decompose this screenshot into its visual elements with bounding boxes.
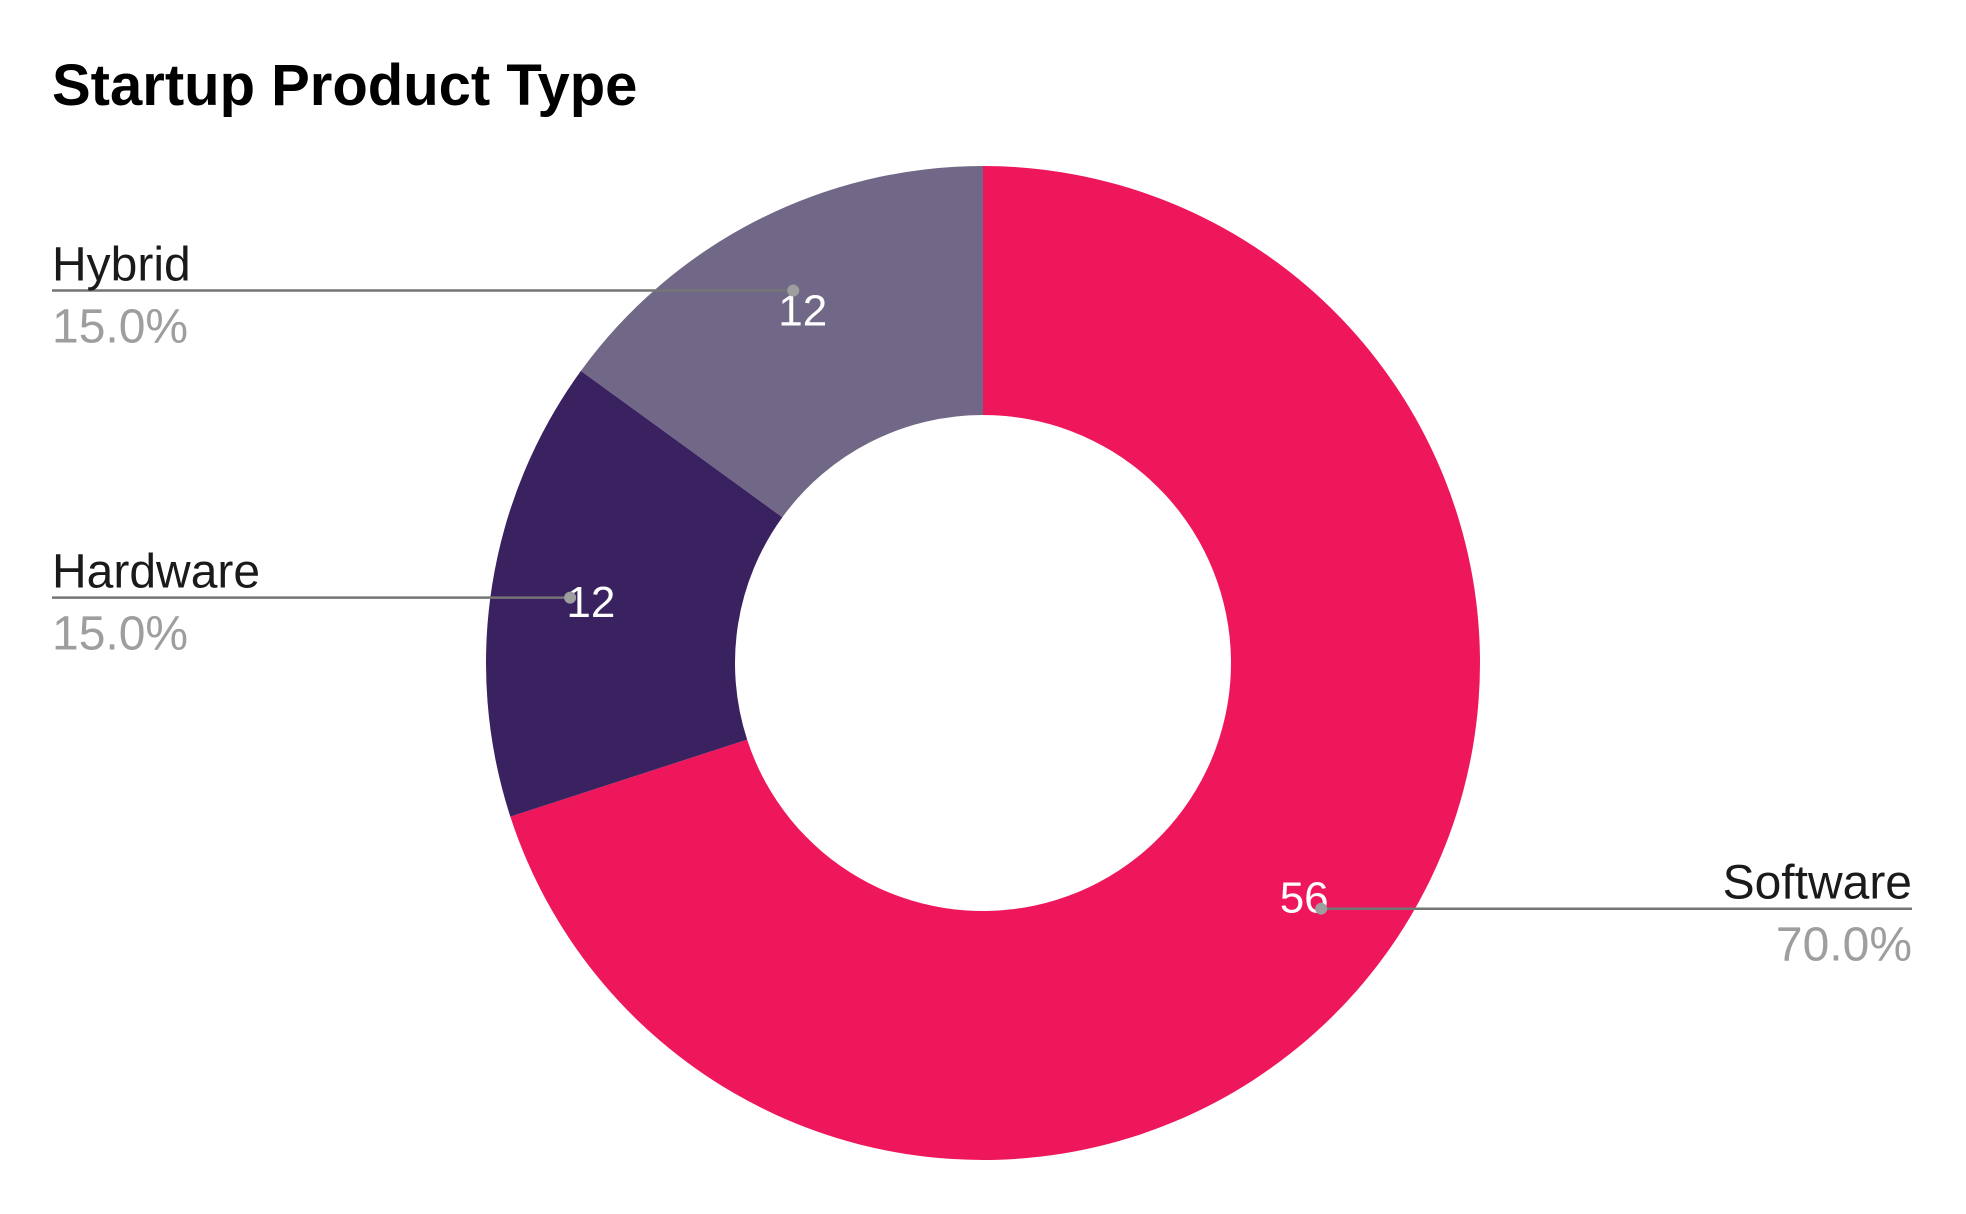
slice-software — [510, 166, 1480, 1160]
slice-value-hardware: 12 — [566, 578, 615, 627]
callout-percent-hardware: 15.0% — [52, 608, 188, 661]
slice-callouts: Software 70.0% Hardware 15.0% Hybrid 15.0% — [52, 239, 1912, 972]
donut-slices — [485, 166, 1480, 1160]
callout-dot-hardware — [564, 591, 577, 604]
callout-dot-hybrid — [787, 284, 800, 297]
callout-label-software: Software — [1723, 857, 1912, 910]
callout-percent-software: 70.0% — [1776, 919, 1912, 972]
callout-hardware: Hardware 15.0% — [52, 546, 577, 661]
callout-dot-software — [1315, 902, 1328, 915]
slice-value-labels: 56 12 12 — [566, 286, 1328, 922]
chart-title: Startup Product Type — [52, 53, 637, 118]
slice-hybrid — [580, 166, 983, 518]
slice-value-software: 56 — [1280, 873, 1329, 922]
callout-label-hybrid: Hybrid — [52, 239, 191, 292]
callout-software: Software 70.0% — [1315, 857, 1912, 972]
callout-label-hardware: Hardware — [52, 546, 260, 599]
slice-value-hybrid: 12 — [778, 286, 827, 335]
callout-percent-hybrid: 15.0% — [52, 301, 188, 354]
slice-hardware — [485, 370, 783, 817]
callout-hybrid: Hybrid 15.0% — [52, 239, 800, 354]
